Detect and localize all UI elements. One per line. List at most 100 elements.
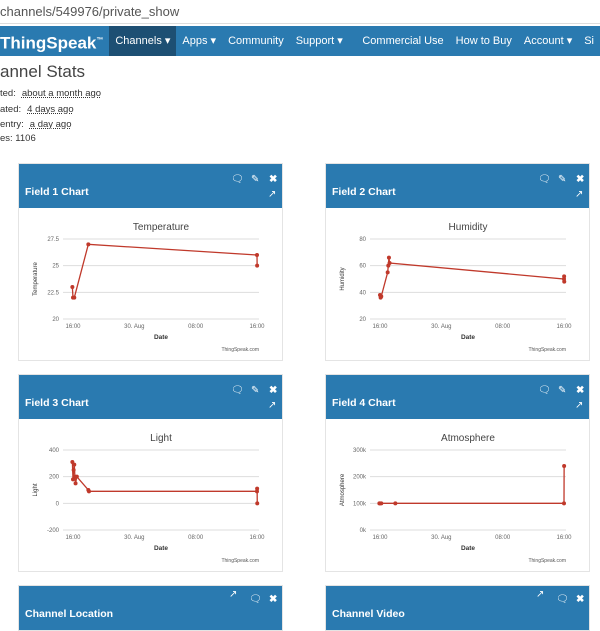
chart-credit: ThingSpeak.com xyxy=(528,347,566,353)
close-icon[interactable]: ✖ xyxy=(269,174,278,185)
nav-support[interactable]: Support ▾ xyxy=(295,35,343,47)
pencil-icon[interactable]: ✎ xyxy=(251,174,260,185)
data-point xyxy=(255,253,259,257)
x-tick-label: 30. Aug xyxy=(124,535,144,541)
chart-credit: ThingSpeak.com xyxy=(528,558,566,564)
panel-2: Field 2 Chart 🗨 ✎ ✖ ↗ Humidity 20 40 60 80 16… xyxy=(325,163,590,361)
chart-title: Humidity xyxy=(449,222,488,233)
data-point xyxy=(74,474,79,479)
stat-label: entry: xyxy=(0,119,24,130)
close-icon[interactable]: ✖ xyxy=(576,385,585,396)
x-tick-label: 16:00 xyxy=(249,324,265,330)
x-tick-label: 30. Aug xyxy=(431,324,451,330)
chart-credit: ThingSpeak.com xyxy=(221,347,259,353)
chart-svg: Light -200 0 200 400 16:00 30. Aug 08:00 16:00 Da… xyxy=(33,433,265,564)
series-line xyxy=(379,465,565,504)
y-axis-label: Light xyxy=(33,483,39,496)
external-link-icon[interactable]: ↗ xyxy=(536,589,545,600)
address-bar[interactable]: channels/549976/private_show xyxy=(0,0,600,24)
data-point xyxy=(71,468,76,472)
x-tick-label: 30. Aug xyxy=(124,324,144,330)
series-line xyxy=(379,257,565,300)
nav-apps[interactable]: Apps ▾ xyxy=(182,35,217,47)
panel-title: Field 2 Chart xyxy=(332,186,396,198)
stat-value: a day ago xyxy=(29,119,72,130)
comment-icon[interactable]: 🗨 xyxy=(538,385,551,396)
brand-text: ThingSpeak xyxy=(0,33,97,53)
data-point xyxy=(379,501,384,506)
panel-title: Channel Location xyxy=(25,608,114,620)
y-tick-label: 22.5 xyxy=(47,290,59,296)
external-link-icon[interactable]: ↗ xyxy=(575,400,584,411)
x-tick-label: 08:00 xyxy=(495,535,511,541)
x-tick-label: 16:00 xyxy=(249,535,265,541)
series-line xyxy=(71,243,258,299)
x-tick-label: 16:00 xyxy=(372,535,388,541)
nav-account[interactable]: Account ▾ xyxy=(523,35,573,47)
trademark: ™ xyxy=(96,37,104,44)
comment-icon[interactable]: 🗨 xyxy=(231,385,244,396)
panel-6: Channel Video ↗ 🗨 ✖ xyxy=(325,585,590,631)
nav-commercial-use[interactable]: Commercial Use xyxy=(362,35,444,47)
pencil-icon[interactable]: ✎ xyxy=(558,174,567,185)
x-axis-label: Date xyxy=(154,334,168,341)
chart-area: Humidity 20 40 60 80 16:00 30. Aug 08:00 16:00 Da… xyxy=(326,208,589,360)
data-point xyxy=(255,501,260,506)
chart-area: Light -200 0 200 400 16:00 30. Aug 08:00 16:00 Da… xyxy=(19,419,282,571)
panel-header: Field 2 Chart 🗨 ✎ ✖ ↗ xyxy=(326,164,589,208)
y-tick-label: 20 xyxy=(52,317,59,323)
pencil-icon[interactable]: ✎ xyxy=(558,385,567,396)
brand-logo[interactable]: ThingSpeak™ xyxy=(0,26,109,56)
panel-header: Channel Video ↗ 🗨 ✖ xyxy=(326,586,589,630)
data-point xyxy=(73,481,78,486)
data-point xyxy=(379,294,384,299)
data-point xyxy=(70,285,75,289)
y-tick-label: 20 xyxy=(359,317,366,323)
data-point xyxy=(562,464,567,468)
nav-how-to-buy[interactable]: How to Buy xyxy=(455,35,512,47)
y-tick-label: 200 xyxy=(49,475,60,481)
y-tick-label: 300k xyxy=(353,448,367,454)
panel-title: Field 4 Chart xyxy=(332,397,396,409)
panel-header: Field 4 Chart 🗨 ✎ ✖ ↗ xyxy=(326,375,589,419)
y-tick-label: 25 xyxy=(52,264,59,270)
y-tick-label: 400 xyxy=(49,448,60,454)
external-link-icon[interactable]: ↗ xyxy=(575,189,584,200)
y-tick-label: 27.5 xyxy=(47,237,59,243)
panel-1: Field 1 Chart 🗨 ✎ ✖ ↗ Temperature 20 22.5 2… xyxy=(18,163,283,361)
panel-title: Field 1 Chart xyxy=(25,186,89,198)
y-tick-label: 100k xyxy=(353,501,367,507)
x-tick-label: 16:00 xyxy=(556,535,572,541)
external-link-icon[interactable]: ↗ xyxy=(229,589,238,600)
series-line xyxy=(71,461,258,504)
pencil-icon[interactable]: ✎ xyxy=(251,385,260,396)
close-icon[interactable]: ✖ xyxy=(269,385,278,396)
stat-value: about a month ago xyxy=(21,88,102,99)
chart-title: Atmosphere xyxy=(441,433,495,444)
nav-community[interactable]: Community xyxy=(228,35,284,47)
data-point xyxy=(86,489,91,494)
close-icon[interactable]: ✖ xyxy=(576,174,585,185)
nav-channels[interactable]: Channels ▾ xyxy=(109,26,177,56)
comment-icon[interactable]: 🗨 xyxy=(538,174,551,185)
stat-last-entry: entry: a day ago xyxy=(0,119,72,130)
y-tick-label: 200k xyxy=(353,475,367,481)
x-axis-label: Date xyxy=(154,545,168,552)
external-link-icon[interactable]: ↗ xyxy=(268,400,277,411)
navbar: ThingSpeak™ Channels ▾ Apps ▾ Community … xyxy=(0,26,600,56)
nav-sign-out[interactable]: Si xyxy=(584,35,594,47)
panel-title: Channel Video xyxy=(332,608,405,620)
data-point xyxy=(72,462,77,467)
x-tick-label: 08:00 xyxy=(188,324,204,330)
external-link-icon[interactable]: ↗ xyxy=(268,189,277,200)
comment-icon[interactable]: 🗨 xyxy=(231,174,244,185)
y-axis-label: Temperature xyxy=(33,261,39,295)
x-tick-label: 16:00 xyxy=(65,324,81,330)
x-tick-label: 30. Aug xyxy=(431,535,451,541)
nav-right-group: Commercial Use How to Buy Account ▾ Si xyxy=(356,26,600,56)
x-tick-label: 16:00 xyxy=(372,324,388,330)
panel-title: Field 3 Chart xyxy=(25,397,89,409)
y-tick-label: 80 xyxy=(359,237,366,243)
y-tick-label: 40 xyxy=(359,290,366,296)
chart-title: Temperature xyxy=(133,222,190,233)
